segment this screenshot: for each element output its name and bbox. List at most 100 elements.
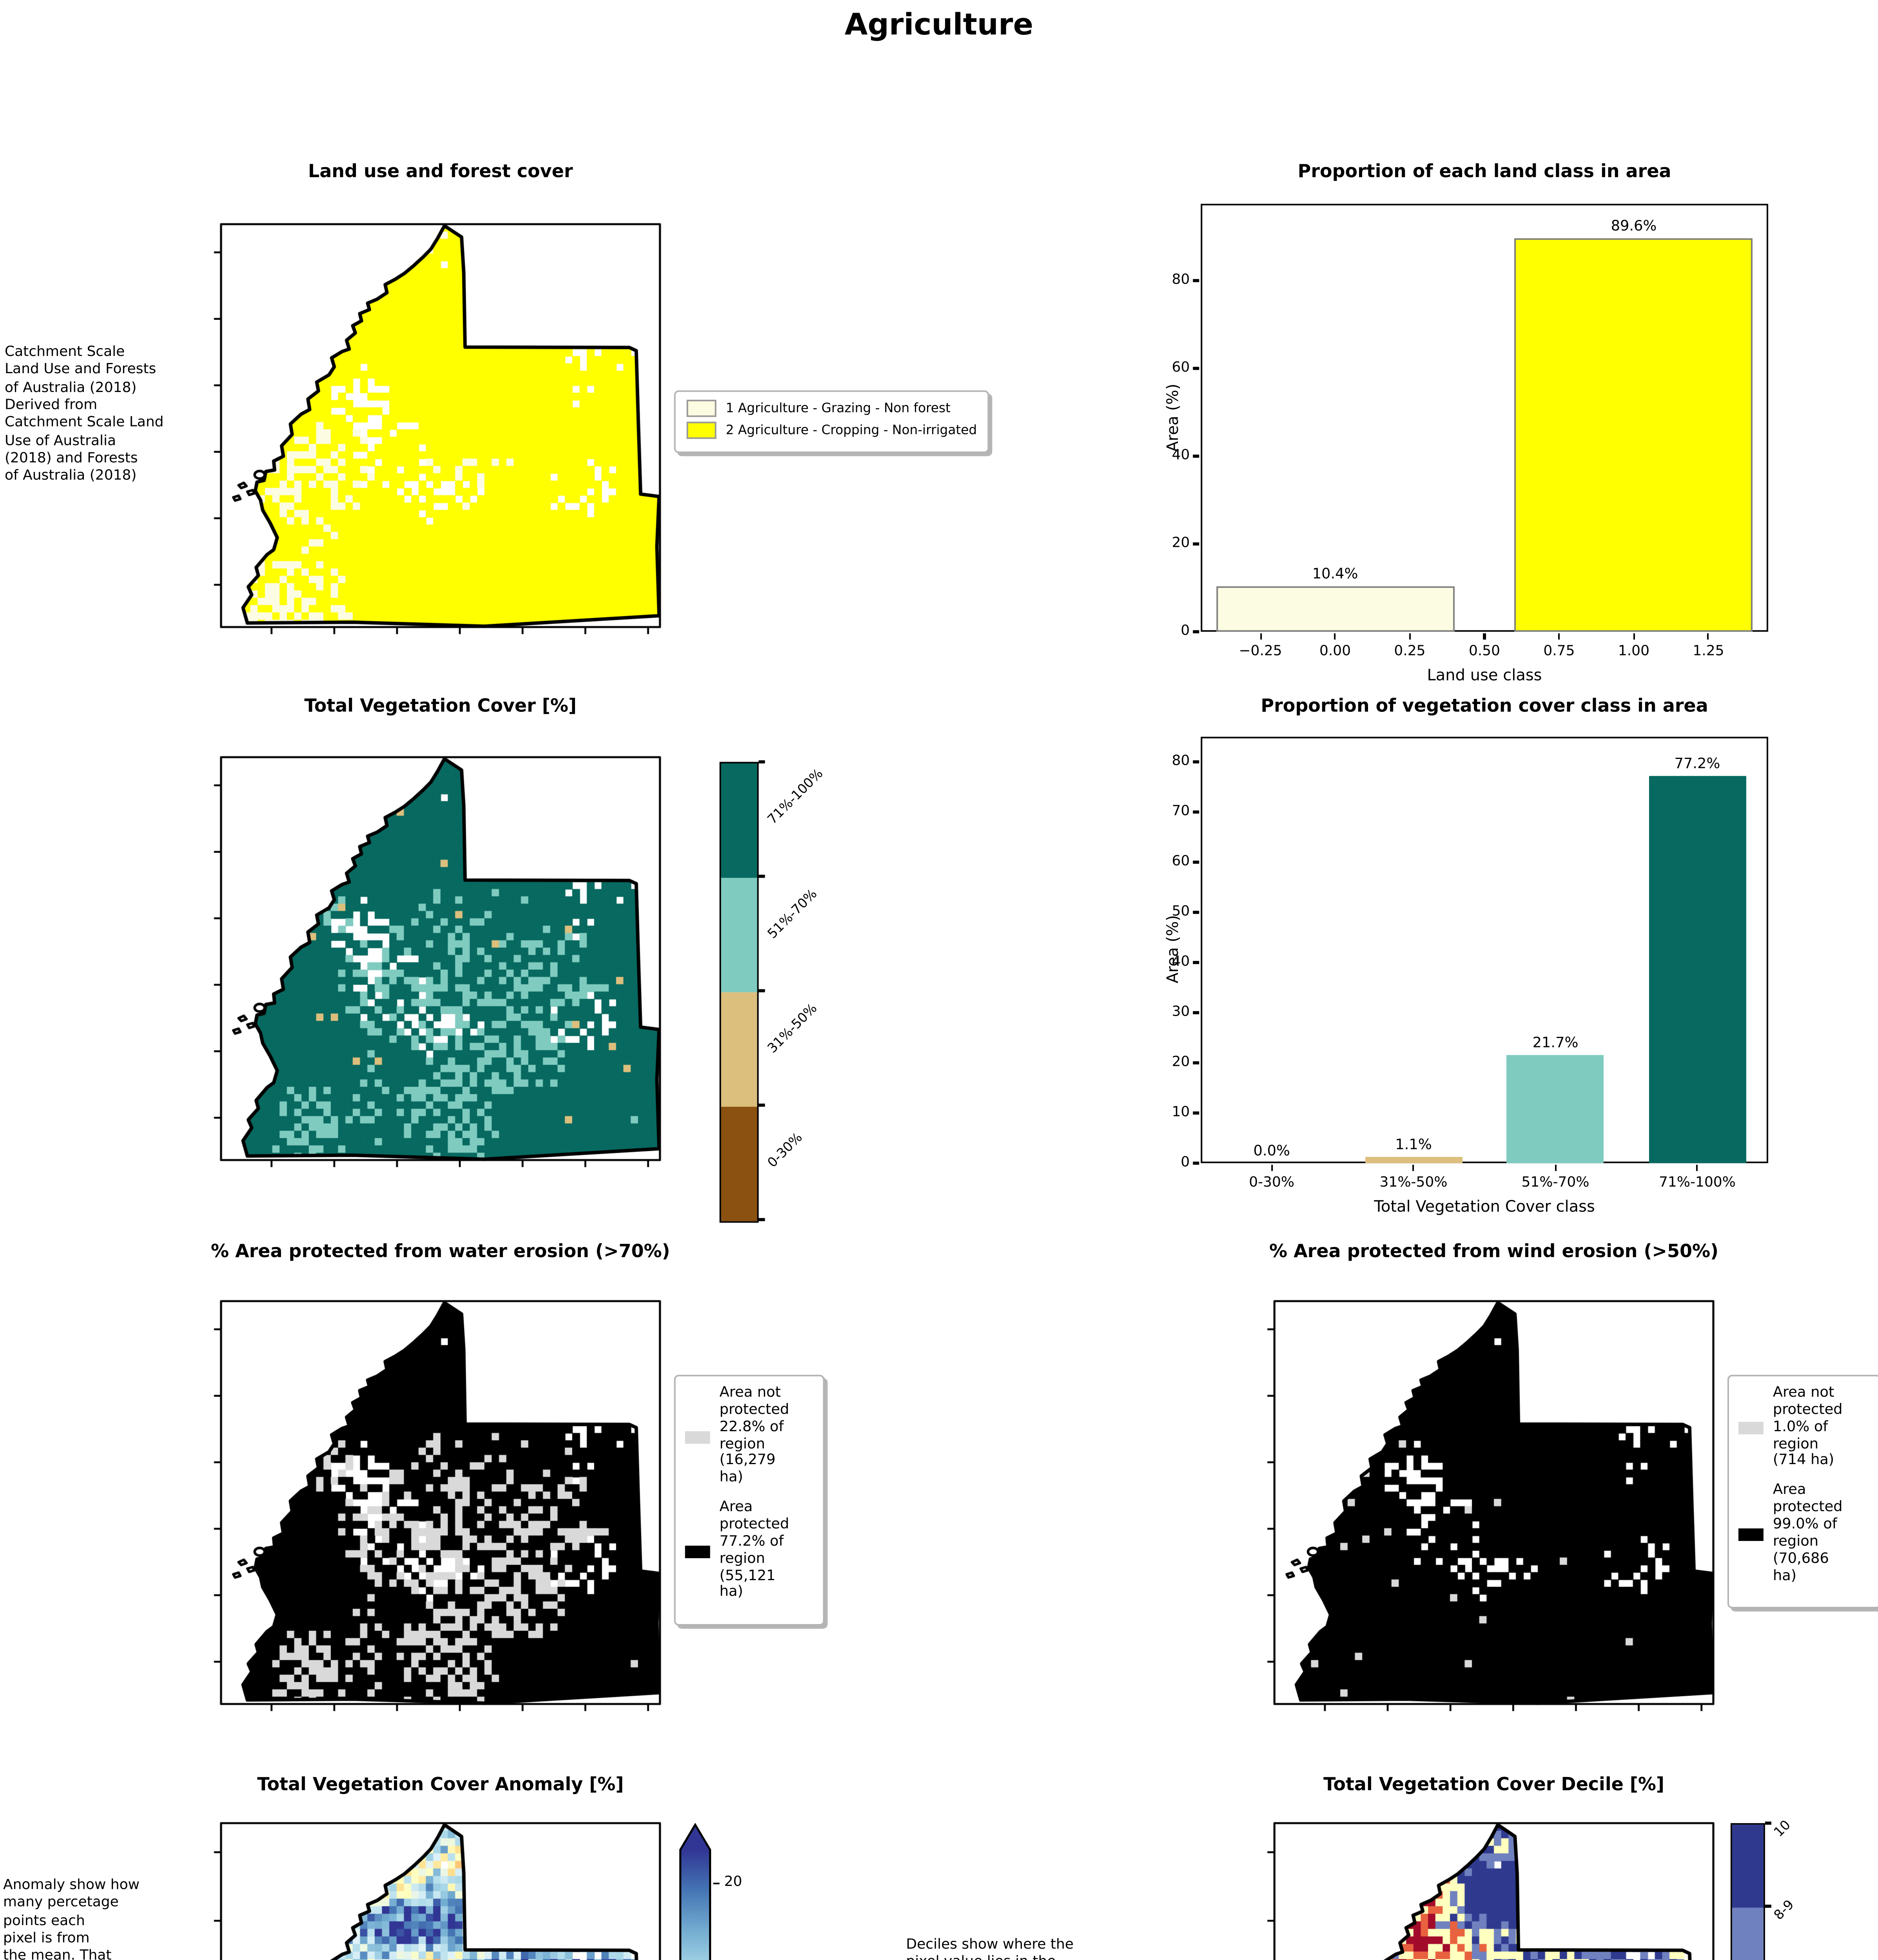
y-tick [1193, 1112, 1199, 1114]
chart-frame [1201, 737, 1768, 1163]
bar [1649, 776, 1746, 1163]
x-tick-label: 0.25 [1394, 644, 1426, 660]
colorbar-tick [1765, 1905, 1771, 1907]
panel-title-land-class-chart: Proportion of each land class in area [1297, 160, 1671, 182]
colorbar-segment [721, 763, 757, 878]
y-tick [1193, 1162, 1199, 1164]
bar-value-label: 1.1% [1395, 1137, 1432, 1155]
decile-note: Deciles show where the pixel value lies … [906, 1937, 1074, 1960]
bar [1514, 238, 1753, 632]
legend-label: Area not protected 1.0% of region (714 h… [1773, 1384, 1843, 1470]
bar [1365, 1158, 1462, 1163]
land-use-map-canvas [211, 214, 670, 637]
y-tick-label: 20 [1172, 1054, 1190, 1070]
water-erosion-map [211, 1292, 670, 1713]
wind-erosion-map-canvas [1265, 1292, 1723, 1713]
colorbar-label: 0-30% [764, 1128, 805, 1170]
water-erosion-legend: Area not protected 22.8% of region (16,2… [674, 1375, 825, 1626]
colorbar-segment [721, 992, 757, 1107]
legend-label: Area protected 99.0% of region (70,686 h… [1773, 1482, 1843, 1584]
panel-title-land-use-map: Land use and forest cover [308, 160, 573, 182]
panel-title-water-erosion-map: % Area protected from water erosion (>70… [210, 1240, 670, 1262]
panel-title-decile-map: Total Vegetation Cover Decile [%] [1323, 1773, 1664, 1795]
veg-cover-map-canvas [211, 748, 670, 1170]
x-tick-label: 31%-50% [1379, 1176, 1448, 1192]
x-tick [1412, 1165, 1415, 1171]
y-tick [1193, 1011, 1199, 1014]
legend-label: Area protected 77.2% of region (55,121 h… [719, 1499, 789, 1601]
wind-erosion-map [1265, 1292, 1723, 1713]
bar-value-label: 10.4% [1312, 566, 1358, 583]
bar-value-label: 77.2% [1674, 755, 1720, 773]
x-tick-label: 0.75 [1543, 644, 1575, 660]
legend-label: 1 Agriculture - Grazing - Non forest [726, 400, 951, 416]
x-tick-label: 71%-100% [1658, 1176, 1736, 1192]
colorbar-tick [758, 1218, 765, 1221]
x-tick [1409, 633, 1411, 640]
x-tick [1554, 1165, 1557, 1171]
y-tick-label: 80 [1172, 272, 1190, 288]
page-title: Agriculture [844, 7, 1034, 42]
colorbar-tick [758, 761, 765, 763]
y-tick [1193, 911, 1199, 913]
legend-swatch [685, 1430, 710, 1443]
legend-swatch [1738, 1528, 1764, 1541]
y-tick-label: 0 [1181, 1154, 1190, 1171]
y-tick [1193, 811, 1199, 813]
legend-item: Area protected 99.0% of region (70,686 h… [1738, 1482, 1870, 1586]
veg-cover-map [211, 748, 670, 1170]
y-tick [1193, 961, 1199, 964]
y-tick-label: 60 [1172, 853, 1190, 869]
land-use-source-note: Catchment Scale Land Use and Forests of … [4, 345, 164, 485]
legend-label: Area not protected 22.8% of region (16,2… [719, 1384, 789, 1487]
bar-value-label: 0.0% [1253, 1143, 1290, 1160]
colorbar-label: 51%-70% [764, 885, 820, 941]
legend-item: 1 Agriculture - Grazing - Non forest [686, 399, 977, 417]
y-axis-label: Area (%) [1165, 383, 1183, 451]
veg-class-bar-chart: 0 10 20 30 40 50 60 70 80 0-30% 31%-50% 51%-70% 71%-… [1165, 737, 1768, 1216]
anomaly-colorbar-bar [679, 1823, 711, 1960]
x-axis-label: Land use class [1427, 668, 1542, 685]
colorbar-bar [719, 762, 759, 1223]
x-tick [1696, 1165, 1698, 1171]
bar [1507, 1054, 1604, 1163]
colorbar-segment [721, 878, 757, 993]
colorbar-segment [721, 1107, 757, 1221]
colorbar-segment [1732, 1824, 1764, 1908]
colorbar-label: 10 [1770, 1817, 1794, 1840]
y-axis-label: Area (%) [1165, 915, 1183, 984]
legend-swatch [1738, 1422, 1764, 1435]
colorbar-tick [758, 875, 765, 877]
y-tick [1193, 279, 1199, 282]
anomaly-colorbar: 20100−10−20 [679, 1823, 773, 1960]
x-tick-label: 0.00 [1319, 644, 1351, 660]
x-tick-label: 0-30% [1249, 1176, 1295, 1192]
x-tick [1558, 633, 1560, 640]
colorbar-tick [713, 1883, 720, 1885]
bar-value-label: 21.7% [1532, 1034, 1579, 1051]
x-tick [1707, 633, 1709, 640]
y-tick [1193, 455, 1199, 457]
colorbar-tick [1765, 1822, 1771, 1824]
panel-title-anomaly-map: Total Vegetation Cover Anomaly [%] [257, 1773, 624, 1795]
panel-title-veg-class-chart: Proportion of vegetation cover class in … [1261, 694, 1708, 717]
legend-swatch [685, 1545, 710, 1558]
y-tick-label: 80 [1172, 753, 1190, 769]
x-tick-label: 1.00 [1618, 644, 1650, 660]
chart-frame [1201, 203, 1768, 632]
x-tick-label: 0.50 [1468, 644, 1501, 660]
legend-swatch [686, 421, 717, 439]
veg-cover-colorbar: 71%-100% 51%-70% 31%-50% 0-30% [719, 761, 861, 1223]
land-use-map [211, 214, 670, 637]
y-tick-label: 40 [1172, 447, 1190, 463]
y-tick [1193, 1062, 1199, 1064]
x-tick [1334, 633, 1336, 640]
land-use-legend: 1 Agriculture - Grazing - Non forest 2 Ag… [674, 390, 990, 453]
bar-value-label: 89.6% [1611, 218, 1657, 236]
legend-item: Area protected 77.2% of region (55,121 h… [685, 1499, 814, 1603]
decile-colorbar: 108-94-72-31 [1730, 1817, 1825, 1960]
colorbar-label: 8-9 [1770, 1896, 1797, 1923]
water-erosion-map-canvas [211, 1292, 670, 1713]
legend-swatch [686, 399, 717, 417]
